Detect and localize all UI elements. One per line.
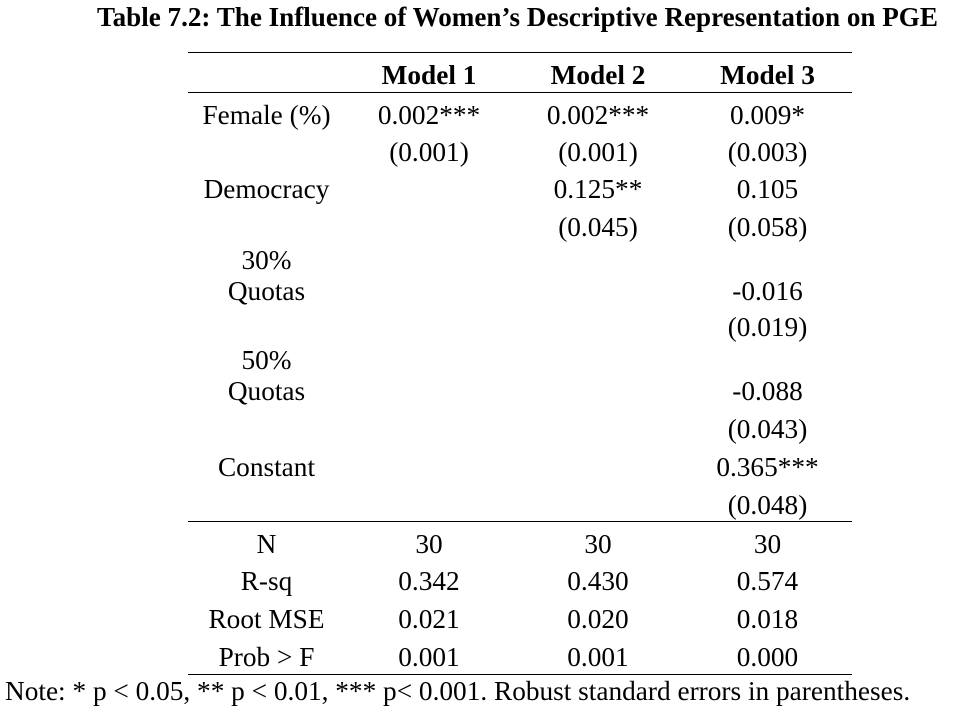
standard-error-cell: [345, 414, 513, 445]
statistic-value: 0.018: [736, 604, 799, 634]
coefficient-cell: [513, 276, 683, 307]
statistic-value: 0.342: [398, 566, 460, 596]
coefficient-cell: [513, 452, 683, 483]
coefficient-cell: [345, 452, 513, 483]
column-header-model-1: Model 1: [381, 60, 477, 90]
row-quota-30-coef: 30% Quotas -0.016: [188, 245, 852, 307]
row-female-pct-se: (0.001) (0.001) (0.003): [188, 137, 852, 168]
standard-error-cell: (0.045): [558, 212, 638, 242]
standard-error-cell: [513, 414, 683, 445]
row-constant-coef: Constant 0.365***: [188, 452, 852, 483]
row-root-mse: Root MSE 0.021 0.020 0.018: [188, 604, 852, 635]
statistic-value: 0.001: [398, 642, 460, 672]
table-title: Table 7.2: The Influence of Women’s Desc…: [97, 2, 938, 32]
statistic-label: Root MSE: [208, 604, 325, 634]
statistic-value: 30: [584, 529, 612, 559]
top-rule: [188, 52, 852, 53]
row-quota-50-se: (0.043): [188, 414, 852, 445]
row-r-sq: R-sq 0.342 0.430 0.574: [188, 566, 852, 597]
column-header-model-2: Model 2: [550, 60, 646, 90]
table-note: Note: * p < 0.05, ** p < 0.01, *** p< 0.…: [5, 676, 911, 706]
row-quota-50-coef: 50% Quotas -0.088: [188, 345, 852, 407]
statistic-value: 0.430: [567, 566, 629, 596]
standard-error-cell: [345, 490, 513, 521]
statistic-value: 0.574: [736, 566, 799, 596]
row-constant-se: (0.048): [188, 490, 852, 521]
coefficient-cell: [345, 174, 513, 205]
blank-label-cell: [188, 490, 345, 521]
bottom-rule: [188, 674, 852, 675]
row-n: N 30 30 30: [188, 529, 852, 560]
standard-error-cell: [513, 312, 683, 343]
standard-error-cell: [345, 312, 513, 343]
header-rule: [188, 92, 852, 93]
standard-error-cell: (0.001): [558, 137, 638, 167]
blank-label-cell: [188, 137, 345, 168]
header-row: Model 1 Model 2 Model 3: [188, 60, 852, 91]
variable-label: 50% Quotas: [227, 345, 306, 406]
column-header-model-3: Model 3: [720, 60, 815, 90]
coefficient-cell: [345, 276, 513, 307]
statistic-label: N: [256, 529, 277, 559]
blank-label-cell: [188, 212, 345, 243]
statistic-value: 0.001: [567, 642, 629, 672]
standard-error-cell: (0.058): [727, 212, 808, 242]
statistic-label: R-sq: [240, 566, 293, 596]
standard-error-cell: [345, 212, 513, 243]
statistic-value: 30: [753, 529, 782, 559]
standard-error-cell: (0.019): [727, 312, 808, 342]
statistic-value: 0.000: [736, 642, 799, 672]
coefficient-cell: 0.002***: [546, 100, 650, 130]
statistics-rule: [188, 521, 852, 522]
coefficient-cell: 0.002***: [377, 100, 481, 130]
coefficient-cell: -0.016: [732, 276, 803, 306]
variable-label: Constant: [217, 452, 316, 482]
coefficient-cell: -0.088: [732, 376, 803, 406]
statistic-value: 0.021: [398, 604, 460, 634]
row-prob-f: Prob > F 0.001 0.001 0.000: [188, 642, 852, 673]
row-quota-30-se: (0.019): [188, 312, 852, 343]
standard-error-cell: [513, 490, 683, 521]
header-blank-cell: [188, 60, 345, 91]
variable-label: 30% Quotas: [227, 245, 306, 306]
row-democracy-se: (0.045) (0.058): [188, 212, 852, 243]
coefficient-cell: 0.365***: [716, 452, 819, 482]
coefficient-cell: [345, 376, 513, 407]
coefficient-cell: [513, 376, 683, 407]
row-female-pct-coef: Female (%) 0.002*** 0.002*** 0.009*: [188, 100, 852, 131]
statistic-label: Prob > F: [218, 642, 315, 672]
standard-error-cell: (0.003): [727, 137, 808, 167]
statistic-value: 0.020: [567, 604, 629, 634]
coefficient-cell: 0.009*: [729, 100, 806, 130]
coefficient-cell: 0.125**: [553, 174, 643, 204]
blank-label-cell: [188, 312, 345, 343]
standard-error-cell: (0.043): [727, 414, 808, 444]
standard-error-cell: (0.048): [727, 490, 808, 520]
coefficient-cell: 0.105: [736, 174, 799, 204]
statistic-value: 30: [415, 529, 443, 559]
standard-error-cell: (0.001): [389, 137, 469, 167]
variable-label: Female (%): [202, 100, 331, 130]
variable-label: Democracy: [203, 174, 330, 204]
blank-label-cell: [188, 414, 345, 445]
row-democracy-coef: Democracy 0.125** 0.105: [188, 174, 852, 205]
